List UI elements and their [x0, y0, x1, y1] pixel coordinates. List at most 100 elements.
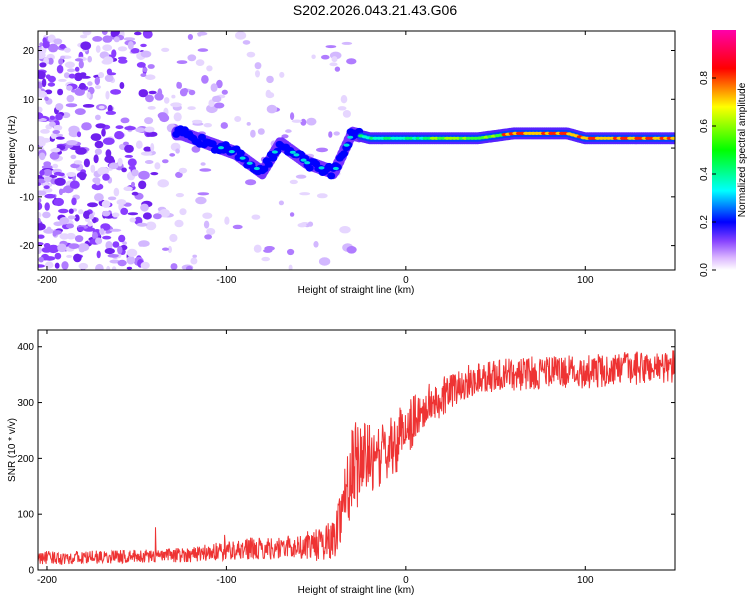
noise-blob: [76, 171, 87, 179]
noise-blob: [136, 222, 148, 227]
noise-blob: [195, 59, 205, 66]
noise-blob: [38, 242, 44, 246]
noise-blob: [142, 212, 152, 220]
noise-blob: [52, 230, 62, 235]
ridge-peak: [670, 136, 675, 140]
noise-blob: [55, 103, 64, 111]
ridge-peak: [218, 146, 224, 150]
noise-blob: [346, 246, 357, 254]
noise-blob: [92, 177, 101, 184]
ridge-peak: [343, 143, 350, 147]
noise-blob: [138, 89, 149, 98]
noise-blob: [300, 118, 307, 126]
noise-blob: [113, 36, 120, 43]
noise-blob: [120, 117, 130, 124]
noise-blob: [232, 224, 243, 230]
noise-blob: [127, 212, 139, 216]
noise-blob: [57, 243, 67, 253]
noise-blob: [124, 144, 134, 153]
noise-blob: [170, 102, 182, 108]
noise-blob: [92, 36, 103, 42]
noise-blob: [102, 235, 112, 240]
noise-blob: [157, 112, 168, 120]
noise-blob: [210, 83, 218, 92]
noise-blob: [39, 169, 45, 176]
noise-blob: [83, 158, 90, 168]
noise-blob: [206, 228, 216, 235]
y-tick-label: 0: [28, 144, 34, 155]
noise-blob: [101, 200, 111, 208]
ridge-core: [327, 172, 336, 180]
noise-blob: [144, 117, 154, 125]
noise-blob: [87, 221, 93, 227]
noise-blob: [118, 234, 126, 243]
noise-blob: [142, 67, 148, 72]
noise-blob: [140, 73, 147, 77]
noise-blob: [58, 188, 64, 196]
noise-blob: [346, 58, 357, 65]
noise-blob: [57, 88, 64, 96]
noise-blob: [42, 211, 51, 219]
noise-blob: [208, 99, 215, 107]
noise-blob: [289, 212, 295, 217]
noise-blob: [44, 256, 56, 261]
noise-blob: [95, 114, 101, 121]
noise-blob: [150, 143, 155, 152]
noise-blob: [288, 264, 293, 270]
noise-blob: [134, 31, 142, 36]
noise-blob: [334, 66, 341, 72]
noise-blob: [95, 45, 101, 53]
noise-blob: [281, 134, 289, 139]
noise-blob: [70, 163, 80, 169]
ridge-peak: [228, 150, 235, 154]
noise-blob: [48, 43, 59, 53]
noise-blob: [114, 131, 125, 140]
noise-blob: [53, 38, 63, 45]
noise-blob: [87, 55, 92, 63]
noise-blob: [96, 250, 101, 259]
noise-blob: [95, 237, 103, 245]
noise-blob: [87, 81, 93, 86]
noise-blob: [127, 41, 134, 50]
noise-blob: [44, 96, 49, 101]
noise-blob: [173, 112, 182, 122]
noise-blob: [107, 254, 119, 258]
noise-blob: [306, 117, 317, 126]
spectrogram-y-axis-label: Frequency (Hz): [7, 116, 18, 185]
noise-blob: [95, 85, 101, 90]
noise-blob: [49, 151, 60, 160]
noise-blob: [79, 34, 88, 39]
noise-blob: [143, 31, 153, 39]
noise-blob: [104, 74, 114, 83]
noise-blob: [206, 65, 213, 72]
ridge-core: [340, 150, 349, 158]
noise-blob: [47, 75, 56, 83]
noise-blob: [291, 119, 303, 123]
noise-blob: [162, 247, 169, 251]
noise-blob: [109, 259, 121, 264]
ridge-peak: [246, 161, 253, 165]
noise-blob: [87, 202, 98, 208]
noise-blob: [38, 182, 41, 187]
noise-blob: [191, 145, 201, 153]
noise-blob: [340, 95, 348, 104]
noise-blob: [313, 241, 319, 248]
noise-blob: [118, 58, 128, 64]
noise-blob: [131, 191, 139, 196]
noise-blob: [187, 106, 196, 110]
noise-blob: [143, 146, 152, 152]
ridge-core: [260, 165, 269, 173]
noise-blob: [77, 226, 85, 232]
snr-panel: -200 -100 0 100 0 100 200 300 400 Height of stra…: [7, 329, 676, 596]
colorbar-label: Normalized spectral amplitude: [737, 82, 748, 217]
noise-blob: [112, 241, 120, 248]
noise-blob: [246, 122, 251, 126]
colorbar-tick-label: 0.2: [699, 215, 710, 229]
noise-blob: [43, 243, 51, 248]
noise-blob: [121, 167, 127, 173]
noise-blob: [140, 50, 152, 58]
x-tick-label: -100: [216, 575, 236, 586]
noise-blob: [175, 171, 183, 178]
colorbar-tick-label: 0.0: [699, 263, 710, 277]
